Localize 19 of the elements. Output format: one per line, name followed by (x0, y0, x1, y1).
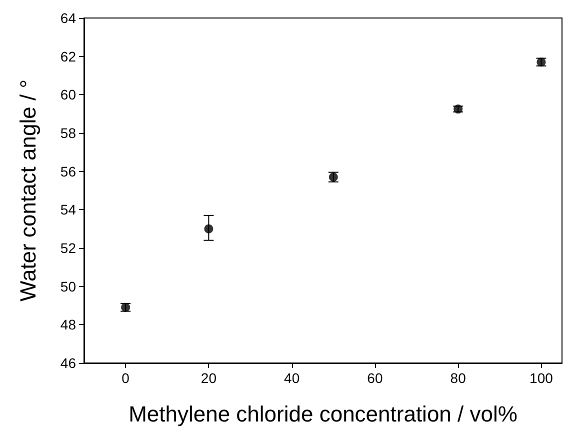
y-tick-label: 64 (60, 10, 76, 26)
x-tick-label: 0 (122, 370, 130, 386)
x-tick-label: 40 (284, 370, 300, 386)
y-tick-label: 46 (60, 355, 76, 371)
y-tick-label: 60 (60, 86, 76, 103)
x-tick-label: 20 (200, 370, 217, 386)
y-tick-label: 54 (60, 202, 76, 218)
y-axis-title: Water contact angle / ° (16, 80, 40, 302)
x-tick-label: 60 (367, 370, 383, 386)
y-tick-label: 50 (60, 278, 76, 294)
x-tick-label: 100 (530, 370, 554, 386)
y-tick-label: 62 (60, 48, 76, 64)
y-tick-label: 58 (60, 125, 76, 141)
x-axis-title: Methylene chloride concentration / vol% (128, 402, 518, 426)
y-tick-label: 52 (60, 240, 76, 256)
y-tick-label: 48 (60, 316, 76, 333)
y-tick-label: 56 (60, 163, 76, 180)
x-tick-label: 80 (450, 370, 466, 386)
point (204, 224, 214, 234)
